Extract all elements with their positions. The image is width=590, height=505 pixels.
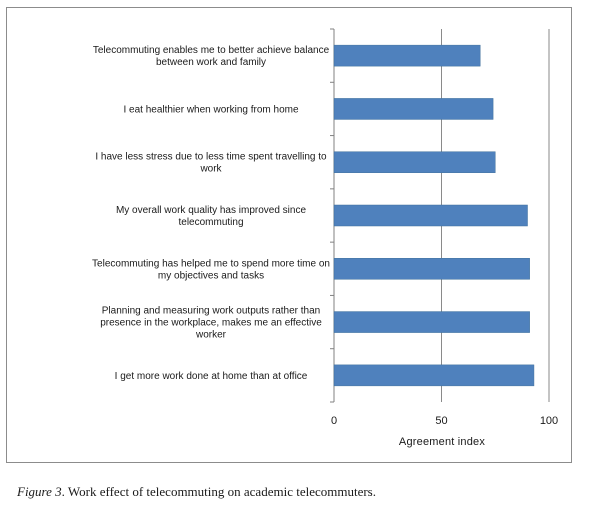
category-label-line: work (199, 164, 222, 175)
category-label-line: my objectives and tasks (158, 270, 264, 281)
category-label-3: My overall work quality has improved sin… (116, 205, 307, 228)
category-label-line: My overall work quality has improved sin… (116, 205, 307, 216)
bar-6 (333, 364, 535, 387)
category-label-line: telecommuting (178, 217, 243, 228)
category-label-0: Telecommuting enables me to better achie… (93, 45, 330, 68)
category-label-line: I have less stress due to less time spen… (95, 152, 327, 163)
figure-caption-text: . Work effect of telecommuting on academ… (61, 484, 376, 499)
bar-chart: Telecommuting enables me to better achie… (92, 28, 558, 448)
category-label-line: Planning and measuring work outputs rath… (102, 306, 320, 317)
category-label-line: I get more work done at home than at off… (115, 371, 308, 382)
figure-caption-label: Figure 3 (17, 484, 62, 499)
x-tick-label-0: 0 (331, 415, 337, 427)
bar-3 (333, 204, 528, 227)
category-label-1: I eat healthier when working from home (123, 104, 299, 115)
category-label-line: worker (195, 330, 227, 341)
bar-0 (333, 44, 481, 67)
category-label-line: Telecommuting has helped me to spend mor… (92, 258, 330, 269)
figure-caption: Figure 3. Work effect of telecommuting o… (17, 484, 376, 500)
x-axis-title: Agreement index (399, 436, 485, 448)
category-label-line: Telecommuting enables me to better achie… (93, 45, 330, 56)
category-label-line: presence in the workplace, makes me an e… (100, 318, 322, 329)
category-label-line: I eat healthier when working from home (123, 104, 299, 115)
bar-1 (333, 98, 494, 120)
x-tick-label-50: 50 (435, 415, 447, 427)
chart-frame: Telecommuting enables me to better achie… (6, 7, 572, 463)
x-tick-label-100: 100 (540, 415, 558, 427)
category-label-4: Telecommuting has helped me to spend mor… (92, 258, 330, 281)
category-label-5: Planning and measuring work outputs rath… (100, 306, 322, 341)
category-label-6: I get more work done at home than at off… (115, 371, 308, 382)
bar-4 (333, 258, 530, 280)
bar-2 (333, 151, 496, 173)
category-label-line: between work and family (156, 57, 266, 68)
category-label-2: I have less stress due to less time spen… (95, 152, 327, 175)
bar-5 (333, 311, 530, 333)
